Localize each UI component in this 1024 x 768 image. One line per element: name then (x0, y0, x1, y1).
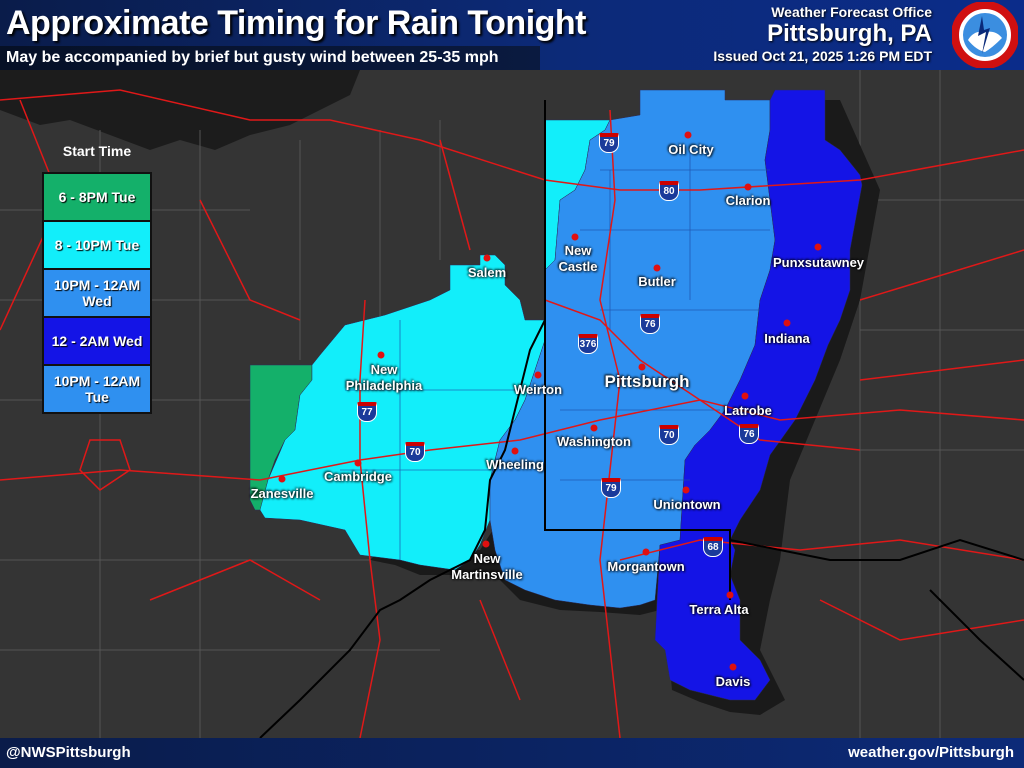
page-title: Approximate Timing for Rain Tonight (6, 4, 587, 42)
city-label: Punxsutawney (773, 255, 865, 270)
city-dot-icon (354, 459, 362, 467)
legend-item-6-8pm-tue: 6 - 8PM Tue (42, 172, 152, 222)
office-info: Weather Forecast Office Pittsburgh, PA I… (713, 4, 932, 64)
city-dot-icon (482, 540, 490, 548)
state-borders (259, 100, 1024, 739)
city-dot-icon (642, 548, 650, 556)
interstate-shield-icon: 68 (703, 537, 723, 557)
rain-timing-zones (249, 89, 863, 701)
website-link[interactable]: weather.gov/Pittsburgh (848, 744, 1014, 761)
city-label: Washington (557, 434, 631, 449)
city-dot-icon (483, 254, 491, 262)
footer-bar: @NWSPittsburgh weather.gov/Pittsburgh (0, 738, 1024, 768)
city-dot-icon (744, 183, 752, 191)
city-dot-icon (590, 424, 598, 432)
city-dot-icon (653, 264, 661, 272)
page-subtitle: May be accompanied by brief but gusty wi… (6, 49, 499, 66)
interstate-shield-icon: 79 (599, 133, 619, 153)
legend-item-8-10pm-tue: 8 - 10PM Tue (42, 220, 152, 270)
interstate-shield-icon: 376 (578, 334, 598, 354)
city-dot-icon (377, 351, 385, 359)
city-dot-icon (726, 591, 734, 599)
interstate-shield-icon: 76 (640, 314, 660, 334)
city-dot-icon (729, 663, 737, 671)
city-label: Uniontown (653, 497, 721, 512)
city-dot-icon (814, 243, 822, 251)
header-bar: Approximate Timing for Rain Tonight May … (0, 0, 1024, 70)
zone-county-lines (340, 150, 770, 560)
city-dot-icon (684, 131, 692, 139)
interstate-shield-icon: 77 (357, 402, 377, 422)
city-label: Latrobe (724, 403, 772, 418)
city-dot-icon (783, 319, 791, 327)
city-label: Indiana (764, 331, 810, 346)
city-dot-icon (278, 475, 286, 483)
office-line1: Weather Forecast Office (771, 4, 932, 20)
interstate-shield-icon: 76 (739, 424, 759, 444)
city-label: New Philadelphia (345, 362, 423, 393)
city-label: Pittsburgh (604, 372, 690, 391)
issued-time: Issued Oct 21, 2025 1:26 PM EDT (713, 48, 932, 64)
nws-logo-icon (952, 2, 1018, 68)
city-label: Butler (638, 274, 676, 289)
city-label: Morgantown (607, 559, 685, 574)
interstate-shield-icon: 70 (659, 425, 679, 445)
city-label: Weirton (513, 382, 563, 397)
interstate-shield-icon: 79 (601, 478, 621, 498)
legend-item-10pm-12am-wed: 10PM - 12AM Wed (42, 268, 152, 318)
city-dot-icon (638, 363, 646, 371)
legend-title: Start Time (62, 143, 132, 159)
city-dot-icon (534, 371, 542, 379)
city-label: Clarion (725, 193, 771, 208)
highways (0, 89, 1024, 739)
interstate-shield-icon: 70 (405, 442, 425, 462)
city-label: Zanesville (250, 486, 314, 501)
legend: Start Time 6 - 8PM Tue 8 - 10PM Tue 10PM… (42, 132, 152, 414)
city-label: Salem (467, 265, 507, 280)
city-label: Wheeling (486, 457, 544, 472)
lake-erie (0, 70, 360, 150)
city-label: Terra Alta (689, 602, 749, 617)
legend-item-12-2am-wed: 12 - 2AM Wed (42, 316, 152, 366)
city-dot-icon (741, 392, 749, 400)
city-dot-icon (511, 447, 519, 455)
social-handle: @NWSPittsburgh (6, 744, 131, 761)
interstate-shield-icon: 80 (659, 181, 679, 201)
legend-item-10pm-12am-tue: 10PM - 12AM Tue (42, 364, 152, 414)
city-dot-icon (682, 486, 690, 494)
office-line2: Pittsburgh, PA (767, 20, 932, 47)
city-label: New Castle (558, 243, 598, 274)
city-label: New Martinsville (451, 551, 523, 582)
city-label: Oil City (668, 142, 714, 157)
city-label: Davis (715, 674, 751, 689)
city-label: Cambridge (324, 469, 392, 484)
city-dot-icon (571, 233, 579, 241)
